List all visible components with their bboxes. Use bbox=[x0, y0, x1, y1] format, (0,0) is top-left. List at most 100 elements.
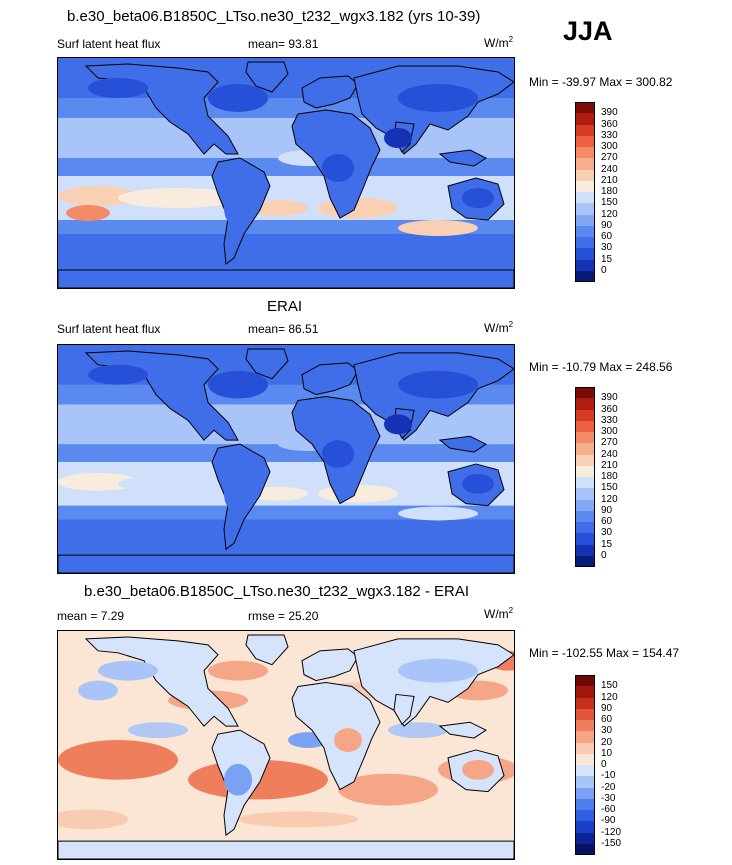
colorbar-label: 60 bbox=[601, 516, 613, 527]
difference-anomaly bbox=[238, 811, 358, 828]
colorbar-swatch bbox=[575, 124, 595, 136]
colorbar-label: 330 bbox=[601, 414, 618, 426]
colorbar-label: -60 bbox=[601, 804, 616, 815]
colorbar-swatch bbox=[575, 237, 595, 249]
colorbar-swatch bbox=[575, 214, 595, 226]
land-difference bbox=[98, 660, 158, 681]
panel2-map bbox=[57, 344, 515, 574]
colorbar-label: 60 bbox=[601, 714, 613, 725]
panel3-rmse: rmse = 25.20 bbox=[248, 609, 319, 623]
flux-maximum bbox=[66, 205, 110, 221]
colorbar-label: -30 bbox=[601, 792, 616, 804]
flux-band bbox=[58, 519, 514, 556]
colorbar-swatch bbox=[575, 843, 595, 855]
panel2-units: W/m2 bbox=[484, 320, 514, 335]
colorbar-swatch bbox=[575, 477, 595, 489]
continent-outline bbox=[301, 362, 359, 396]
land-flux bbox=[224, 188, 252, 228]
flux-band bbox=[58, 234, 514, 270]
colorbar-label: 15 bbox=[601, 538, 613, 550]
colorbar-label: 90 bbox=[601, 219, 613, 231]
land-difference bbox=[224, 763, 252, 796]
colorbar-label: 15 bbox=[601, 253, 613, 265]
colorbar-label: 300 bbox=[601, 141, 618, 152]
colorbar-swatch bbox=[575, 409, 595, 421]
colorbar-swatch bbox=[575, 753, 595, 765]
colorbar-label: 210 bbox=[601, 459, 618, 471]
land-difference bbox=[462, 759, 494, 780]
land-difference bbox=[398, 658, 478, 683]
colorbar-swatch bbox=[575, 225, 595, 237]
colorbar-swatch bbox=[575, 203, 595, 215]
continent-outline bbox=[245, 634, 289, 666]
colorbar-label: 360 bbox=[601, 118, 618, 130]
flux-maximum bbox=[398, 220, 478, 236]
colorbar-label: 60 bbox=[601, 231, 613, 242]
colorbar-swatch bbox=[575, 686, 595, 698]
panel2-variable: Surf latent heat flux bbox=[57, 322, 161, 336]
land-flux bbox=[398, 84, 478, 112]
colorbar-swatch bbox=[575, 465, 595, 477]
colorbar-label: -10 bbox=[601, 770, 616, 782]
colorbar-swatch bbox=[575, 510, 595, 522]
colorbar-swatch bbox=[575, 180, 595, 192]
land-flux bbox=[384, 414, 412, 435]
colorbar-swatch bbox=[575, 697, 595, 709]
colorbar-label: 150 bbox=[601, 197, 618, 209]
colorbar-label: 20 bbox=[601, 736, 613, 748]
colorbar-swatch bbox=[575, 420, 595, 432]
colorbar-label: 30 bbox=[601, 725, 613, 737]
continent-outline bbox=[301, 648, 359, 682]
land-flux bbox=[322, 440, 354, 468]
colorbar-label: 30 bbox=[601, 242, 613, 254]
colorbar-swatch bbox=[575, 533, 595, 545]
map-canvas bbox=[58, 345, 514, 573]
colorbar-swatch bbox=[575, 708, 595, 720]
difference-anomaly bbox=[78, 680, 118, 701]
colorbar-label: 0 bbox=[601, 549, 607, 561]
colorbar-swatch bbox=[575, 798, 595, 810]
colorbar-swatch bbox=[575, 102, 595, 114]
colorbar-swatch bbox=[575, 742, 595, 754]
colorbar-swatch bbox=[575, 810, 595, 822]
colorbar-label: 120 bbox=[601, 493, 618, 505]
colorbar-swatch bbox=[575, 158, 595, 170]
land-flux bbox=[88, 78, 148, 98]
colorbar-label: 210 bbox=[601, 174, 618, 186]
colorbar-swatch bbox=[575, 169, 595, 181]
colorbar-swatch bbox=[575, 522, 595, 534]
season-label: JJA bbox=[563, 16, 613, 46]
colorbar-swatch bbox=[575, 544, 595, 556]
colorbar-swatch bbox=[575, 499, 595, 511]
panel3-title: b.e30_beta06.B1850C_LTso.ne30_t232_wgx3.… bbox=[84, 583, 470, 600]
colorbar-label: 10 bbox=[601, 747, 613, 759]
colorbar-label: 90 bbox=[601, 504, 613, 516]
colorbar-label: -20 bbox=[601, 781, 616, 793]
difference-anomaly bbox=[58, 809, 128, 830]
land-flux bbox=[322, 154, 354, 182]
panel1-mean: mean= 93.81 bbox=[248, 37, 319, 51]
flux-maximum bbox=[118, 188, 238, 208]
colorbar-label: 120 bbox=[601, 208, 618, 220]
colorbar-swatch bbox=[575, 432, 595, 444]
flux-maximum bbox=[398, 506, 478, 521]
colorbar-swatch bbox=[575, 443, 595, 455]
panel2-title: ERAI bbox=[267, 298, 303, 315]
flux-maximum bbox=[248, 486, 308, 501]
land-flux bbox=[384, 128, 412, 148]
continent-outline bbox=[245, 61, 289, 93]
map-canvas bbox=[58, 631, 514, 859]
colorbar-swatch bbox=[575, 821, 595, 833]
colorbar-swatch bbox=[575, 454, 595, 466]
colorbar-label: -150 bbox=[601, 837, 622, 849]
continent-outline bbox=[393, 693, 415, 725]
land-flux bbox=[462, 473, 494, 494]
colorbar-swatch bbox=[575, 387, 595, 399]
colorbar-label: 270 bbox=[601, 152, 618, 164]
land-flux bbox=[208, 370, 268, 399]
colorbar-swatch bbox=[575, 270, 595, 282]
colorbar-swatch bbox=[575, 765, 595, 777]
colorbar-label: 240 bbox=[601, 163, 618, 175]
continent-outline bbox=[438, 435, 487, 453]
colorbar-swatch bbox=[575, 832, 595, 844]
